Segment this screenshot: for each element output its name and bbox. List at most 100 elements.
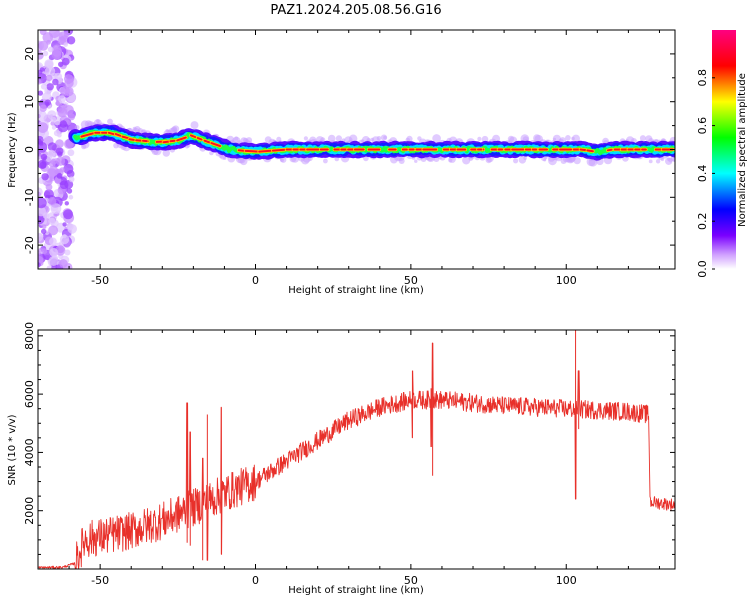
noise-blob [51, 125, 57, 130]
noise-blob [58, 95, 66, 104]
colorbar-ticks: 0.0 0.2 0.4 0.6 0.8 [696, 69, 715, 278]
noise-blob [48, 256, 59, 266]
ridge-core-red [80, 131, 96, 138]
noise-blob [46, 265, 52, 269]
noise-blob [55, 139, 64, 149]
noise-blob [57, 151, 63, 157]
noise-blob [41, 173, 49, 181]
x-tick-label: -50 [91, 274, 109, 287]
halo-blob [481, 135, 489, 143]
y-tick-label: -10 [23, 188, 36, 206]
noise-blob [67, 113, 76, 121]
noise-blob [49, 247, 59, 257]
noise-blob [38, 141, 48, 153]
ridge-core-red [271, 148, 286, 152]
halo-blob [303, 136, 308, 141]
snr-y-label: SNR (10 * v/v) [7, 414, 18, 485]
noise-blob [67, 149, 75, 157]
noise-blob [45, 74, 53, 82]
halo-blob [334, 156, 340, 162]
noise-blob [40, 153, 48, 161]
halo-blob [370, 137, 375, 142]
colorbar-tick-label: 0.0 [696, 260, 709, 278]
halo-blob [74, 125, 80, 130]
ridge-core-red [210, 142, 221, 147]
noise-blob [38, 191, 41, 197]
halo-blob [513, 158, 519, 164]
halo-blob [565, 135, 571, 141]
colorbar: 0.0 0.2 0.4 0.6 0.8 Normalized spectral ampl… [696, 30, 748, 278]
halo-blob [485, 157, 492, 164]
halo-blob [170, 127, 178, 135]
noise-blob [56, 173, 63, 179]
y-tick-label: 8000 [23, 322, 36, 350]
halo-blob [655, 159, 661, 164]
noise-blob [48, 225, 59, 236]
noise-blob [38, 69, 43, 75]
noise-blob [64, 249, 71, 256]
colorbar-tick-label: 0.4 [696, 165, 709, 183]
halo-blob [518, 156, 527, 164]
halo-blob [132, 126, 137, 131]
x-tick-label: 0 [252, 274, 259, 287]
noise-blob [42, 32, 54, 43]
halo-blob [107, 118, 113, 125]
noise-blob [42, 50, 49, 57]
halo-blob [327, 134, 336, 143]
y-tick-label: 10 [23, 95, 36, 109]
noise-blob [38, 197, 47, 209]
noise-blob [59, 180, 69, 190]
noise-blob [38, 232, 43, 242]
spectrogram-ticks: -50 0 50 100 -20 -10 0 10 20 [23, 29, 675, 287]
snr-data [38, 330, 675, 569]
noise-blob [49, 176, 55, 182]
noise-blob [64, 201, 70, 206]
noise-blob [41, 228, 47, 235]
noise-blob [39, 104, 47, 112]
noise-blob [44, 66, 56, 77]
noise-blob [47, 149, 56, 158]
noise-blob [50, 203, 62, 215]
noise-blob [66, 36, 76, 45]
x-tick-label: 50 [404, 574, 418, 587]
spectrogram-data [38, 30, 675, 269]
colorbar-label: Normalized spectral amplitude [737, 73, 748, 227]
noise-blob [59, 120, 68, 128]
halo-blob [552, 134, 562, 143]
noise-blob [38, 251, 41, 256]
snr-ticks: -50 0 50 100 2000 4000 6000 8000 [23, 322, 675, 587]
halo-blob [162, 149, 170, 157]
colorbar-gradient [712, 30, 736, 269]
noise-blob [50, 158, 57, 165]
ridge-core-red [586, 149, 594, 153]
noise-blob [38, 122, 49, 133]
ridge-core-red [189, 134, 197, 138]
halo-blob [572, 134, 580, 143]
noise-blob [46, 83, 54, 91]
noise-blob [62, 222, 67, 227]
noise-blob [52, 78, 59, 86]
noise-blob [63, 42, 68, 47]
noise-blob [62, 234, 67, 239]
figure-title: PAZ1.2024.205.08.56.G16 [270, 3, 441, 18]
ridge-core-red [196, 137, 203, 141]
halo-blob [383, 135, 387, 140]
ridge-core-red [176, 136, 187, 142]
noise-blob [45, 183, 53, 191]
halo-blob [363, 155, 369, 162]
halo-blob [477, 136, 482, 141]
x-tick-label: 50 [404, 274, 418, 287]
spectrogram-x-label: Height of straight line (km) [288, 285, 424, 296]
halo-blob [165, 129, 169, 133]
noise-blob [38, 114, 41, 119]
noise-blob [38, 79, 42, 85]
ridge-core-red [579, 148, 587, 152]
noise-blob [63, 209, 74, 220]
snr-panel: -50 0 50 100 2000 4000 6000 8000 Height of stra… [7, 322, 676, 596]
halo-blob [335, 135, 342, 142]
colorbar-tick-label: 0.6 [696, 117, 709, 135]
noise-blob [44, 99, 51, 106]
noise-blob [60, 86, 70, 96]
noise-blob [38, 40, 49, 51]
